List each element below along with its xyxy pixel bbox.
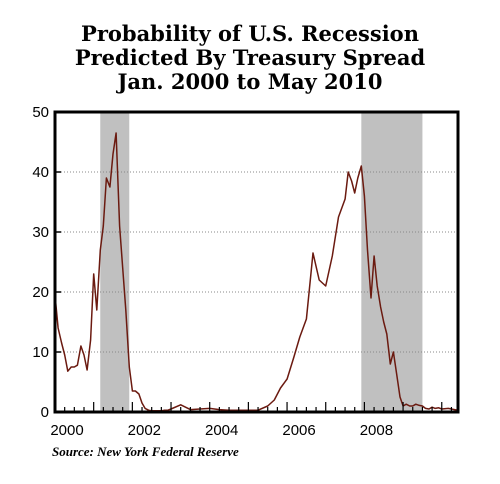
y-tick-label-10: 10 [32, 344, 49, 361]
y-tick-label-50: 50 [32, 104, 49, 121]
chart-title-line-3: Jan. 2000 to May 2010 [117, 69, 383, 94]
source-note: Source: New York Federal Reserve [52, 444, 239, 459]
chart-title-line-2: Predicted By Treasury Spread [74, 45, 426, 70]
recession-band-1 [100, 112, 130, 412]
x-tick-label-2000: 2000 [50, 422, 83, 439]
y-tick-label-30: 30 [32, 224, 49, 241]
y-tick-label-20: 20 [32, 284, 49, 301]
chart-title: Probability of U.S. Recession Predicted … [0, 22, 500, 94]
plot-frame [53, 110, 460, 414]
y-tick-label-0: 0 [41, 404, 49, 421]
x-tick-label-2006: 2006 [282, 422, 315, 439]
y-tick-label-40: 40 [32, 164, 49, 181]
x-tick-label-2008: 2008 [360, 422, 393, 439]
x-tick-label-2002: 2002 [128, 422, 161, 439]
chart-title-line-1: Probability of U.S. Recession [81, 21, 419, 46]
recession-band-2 [361, 112, 423, 412]
x-tick-label-2004: 2004 [205, 422, 238, 439]
